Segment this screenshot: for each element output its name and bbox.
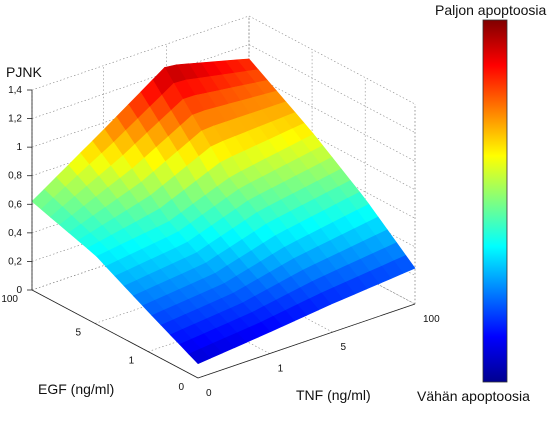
z-tick-label: 0,8 bbox=[8, 171, 22, 182]
tnf-tick-label: 0 bbox=[206, 388, 212, 399]
z-tick-label: 0,6 bbox=[8, 199, 22, 210]
egf-tick-label: 100 bbox=[1, 294, 18, 305]
tnf-axis-title: TNF (ng/ml) bbox=[296, 387, 371, 403]
egf-axis-title: EGF (ng/ml) bbox=[38, 381, 114, 397]
egf-tick-label: 5 bbox=[76, 327, 82, 338]
surface-patch bbox=[188, 348, 211, 365]
tnf-tick-label: 1 bbox=[278, 364, 284, 375]
z-axis-title: PJNK bbox=[6, 64, 42, 80]
z-tick-label: 1 bbox=[16, 142, 22, 153]
colorbar-bottom-label: Vähän apoptoosia bbox=[417, 388, 530, 404]
axes bbox=[27, 89, 416, 379]
tnf-tick-label: 5 bbox=[341, 342, 347, 353]
colorbar bbox=[482, 19, 508, 383]
z-tick-label: 0,4 bbox=[8, 228, 22, 239]
egf-tick-label: 1 bbox=[129, 356, 135, 367]
egf-axis-line bbox=[31, 289, 199, 379]
z-tick-label: 0,2 bbox=[8, 256, 22, 267]
z-tick-label: 1,2 bbox=[8, 114, 22, 125]
z-tick-label: 0 bbox=[16, 285, 22, 296]
surface bbox=[31, 58, 416, 365]
colorbar-top-label: Paljon apoptoosia bbox=[435, 2, 547, 18]
tnf-tick-label: 100 bbox=[423, 314, 440, 325]
tnf-axis-line bbox=[197, 303, 416, 379]
z-tick-label: 1,4 bbox=[8, 85, 22, 96]
egf-tick-label: 0 bbox=[178, 382, 184, 393]
